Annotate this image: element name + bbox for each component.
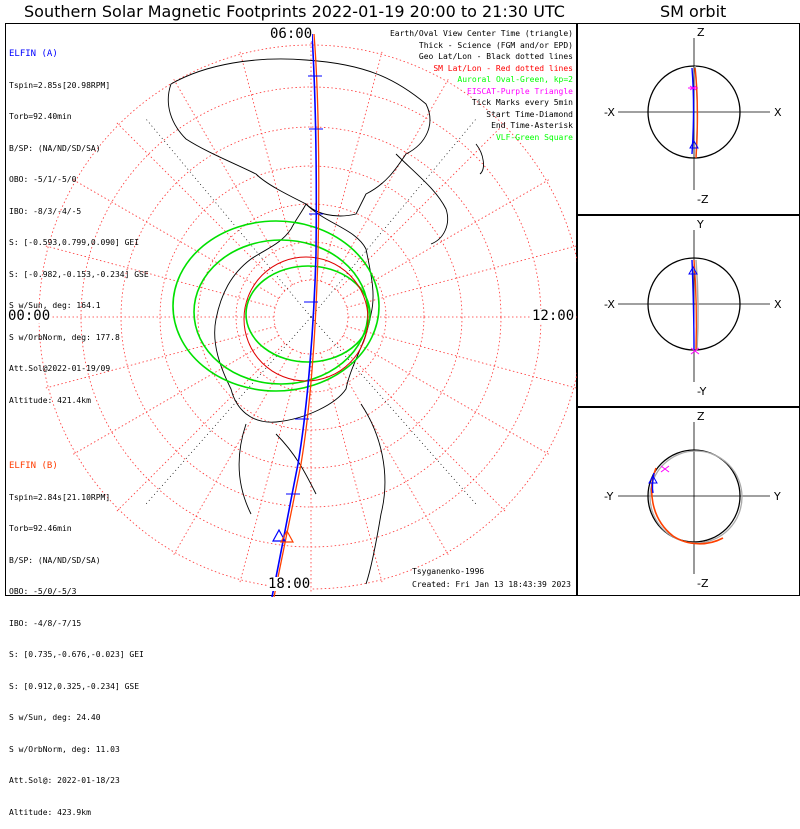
- elfin-a-center-triangle: [271, 528, 287, 542]
- elfin-b-line: OBO: -5/0/-5/3: [9, 587, 77, 596]
- elfin-b-info: ELFIN (B) Tspin=2.84s[21.10RPM] Torb=92.…: [9, 440, 144, 829]
- orbit-xy-plot: [618, 230, 770, 382]
- sm-lon-line: [342, 335, 550, 455]
- footprint-plot-frame: [5, 23, 578, 597]
- elfin-a-line: OBO: -5/1/-5/0: [9, 175, 77, 184]
- elfin-b-line: S w/OrbNorm, deg: 11.03: [9, 744, 120, 754]
- elfin-a-name: ELFIN (A): [9, 49, 58, 59]
- orbit-xz-bottom-label: -Z: [697, 193, 709, 206]
- geo-grid: [145, 118, 477, 505]
- orbit-panel-yz: Z -Z -Y Y: [577, 407, 800, 596]
- elfin-b-track: [273, 33, 320, 597]
- coastlines: [167, 58, 484, 585]
- legend-item: Earth/Oval View Center Time (triangle): [389, 29, 573, 38]
- main-title: Southern Solar Magnetic Footprints 2022-…: [24, 2, 565, 21]
- credit-created: Created: Fri Jan 13 18:43:39 2023: [412, 580, 571, 589]
- orbit-yz-plot: [618, 422, 770, 574]
- hour-label-left: 00:00: [8, 308, 51, 324]
- orbit-xz-plot: [618, 38, 770, 190]
- elfin-a-line: S: [-0.593,0.799,0.090] GEI: [9, 238, 140, 247]
- elfin-b-line: IBO: -4/8/-7/15: [9, 618, 82, 628]
- sm-lon-line: [336, 342, 506, 512]
- legend-item: Auroral Oval-Green, kp=2: [457, 75, 573, 84]
- orbit-yz-left-label: -Y: [604, 490, 614, 503]
- orbit-xy-right-label: X: [774, 298, 782, 311]
- hour-label-top: 06:00: [270, 26, 313, 42]
- footprint-plot: [36, 33, 578, 597]
- orbit-yz-right-label: Y: [774, 490, 781, 503]
- orbit-xy-left-label: -X: [604, 298, 615, 311]
- auroral-oval: [172, 220, 380, 392]
- red-oval-center-circle: [243, 256, 369, 382]
- orbit-panel-xy: Y -Y -X X: [577, 215, 800, 407]
- sm-lon-line: [173, 78, 293, 286]
- orbit-panel-xz: Z -Z -X X: [577, 23, 800, 215]
- legend-item: Thick - Science (FGM and/or EPD): [418, 40, 573, 50]
- elfin-a-line: B/SP: (NA/ND/SD/SA): [9, 143, 101, 153]
- elfin-a-info: ELFIN (A) Tspin=2.85s[20.98RPM] Torb=92.…: [9, 28, 149, 417]
- orbit-title: SM orbit: [660, 2, 727, 21]
- elfin-b-line: Tspin=2.84s[21.10RPM]: [9, 492, 111, 502]
- elfin-a-line: S w/Sun, deg: 164.1: [9, 301, 101, 310]
- legend-item: Start Time-Diamond: [486, 109, 573, 119]
- legend-item: VLF-Green Square: [495, 132, 573, 142]
- elfin-b-center-triangle: [279, 529, 295, 543]
- track-ticks: [286, 75, 323, 495]
- elfin-b-line: S: [0.912,0.325,-0.234] GSE: [9, 681, 140, 691]
- legend-item: Geo Lat/Lon - Black dotted lines: [418, 52, 573, 61]
- orbit-yz-bottom-label: -Z: [697, 577, 709, 590]
- legend-item: End Time-Asterisk: [491, 121, 573, 130]
- legend-item: SM Lat/Lon - Red dotted lines: [433, 63, 573, 73]
- elfin-b-line: S w/Sun, deg: 24.40: [9, 713, 101, 722]
- orbit-yz-top-label: Z: [697, 410, 705, 423]
- elfin-a-line: Altitude: 421.4km: [9, 395, 91, 405]
- elfin-b-line: S: [0.735,-0.676,-0.023] GEI: [9, 650, 144, 659]
- elfin-a-line: Att.Sol@2022-01-19/09: [9, 364, 111, 373]
- sm-lon-line: [336, 122, 506, 292]
- hour-label-bottom: 18:00: [268, 576, 311, 592]
- orbit-xz-left-label: -X: [604, 106, 615, 119]
- orbit-xz-right-label: X: [774, 106, 782, 119]
- hour-label-right: 12:00: [532, 308, 575, 324]
- elfin-b-line: B/SP: (NA/ND/SD/SA): [9, 555, 101, 565]
- credit-author: Tsyganenko-1996: [412, 567, 485, 576]
- elfin-b-line: Altitude: 423.9km: [9, 807, 91, 817]
- elfin-a-line: IBO: -8/3/-4/-5: [9, 206, 82, 216]
- elfin-a-line: Tspin=2.85s[20.98RPM]: [9, 80, 111, 90]
- elfin-b-line: Torb=92.46min: [9, 524, 72, 533]
- orbit-xy-top-label: Y: [697, 218, 704, 231]
- elfin-b-line: Att.Sol@: 2022-01-18/23: [9, 776, 120, 785]
- legend-item: EISCAT-Purple Triangle: [467, 86, 573, 96]
- legend: Earth/Oval View Center Time (triangle) T…: [390, 28, 573, 143]
- legend-item: Tick Marks every 5min: [471, 98, 573, 107]
- elfin-a-line: S: [-0.982,-0.153,-0.234] GSE: [9, 269, 149, 279]
- elfin-b-name: ELFIN (B): [9, 461, 58, 471]
- orbit-xy-bottom-label: -Y: [697, 385, 707, 398]
- orbit-xz-top-label: Z: [697, 26, 705, 39]
- elfin-a-track: [271, 33, 318, 597]
- elfin-a-line: Torb=92.40min: [9, 112, 72, 121]
- elfin-a-line: S w/OrbNorm, deg: 177.8: [9, 332, 120, 342]
